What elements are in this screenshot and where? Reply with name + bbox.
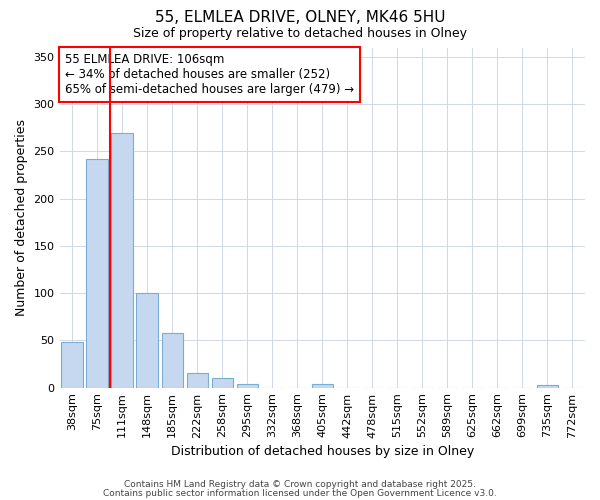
Bar <box>537 384 558 388</box>
Bar <box>161 333 183 388</box>
Text: 55 ELMLEA DRIVE: 106sqm
← 34% of detached houses are smaller (252)
65% of semi-d: 55 ELMLEA DRIVE: 106sqm ← 34% of detache… <box>65 53 354 96</box>
Text: Contains HM Land Registry data © Crown copyright and database right 2025.: Contains HM Land Registry data © Crown c… <box>124 480 476 489</box>
Bar <box>187 374 208 388</box>
Text: 55, ELMLEA DRIVE, OLNEY, MK46 5HU: 55, ELMLEA DRIVE, OLNEY, MK46 5HU <box>155 10 445 25</box>
Text: Size of property relative to detached houses in Olney: Size of property relative to detached ho… <box>133 28 467 40</box>
Text: Contains public sector information licensed under the Open Government Licence v3: Contains public sector information licen… <box>103 488 497 498</box>
Bar <box>86 159 108 388</box>
Bar <box>311 384 333 388</box>
X-axis label: Distribution of detached houses by size in Olney: Distribution of detached houses by size … <box>170 444 474 458</box>
Bar <box>236 384 258 388</box>
Bar <box>136 293 158 388</box>
Bar <box>212 378 233 388</box>
Bar <box>61 342 83 388</box>
Y-axis label: Number of detached properties: Number of detached properties <box>15 119 28 316</box>
Bar <box>112 132 133 388</box>
